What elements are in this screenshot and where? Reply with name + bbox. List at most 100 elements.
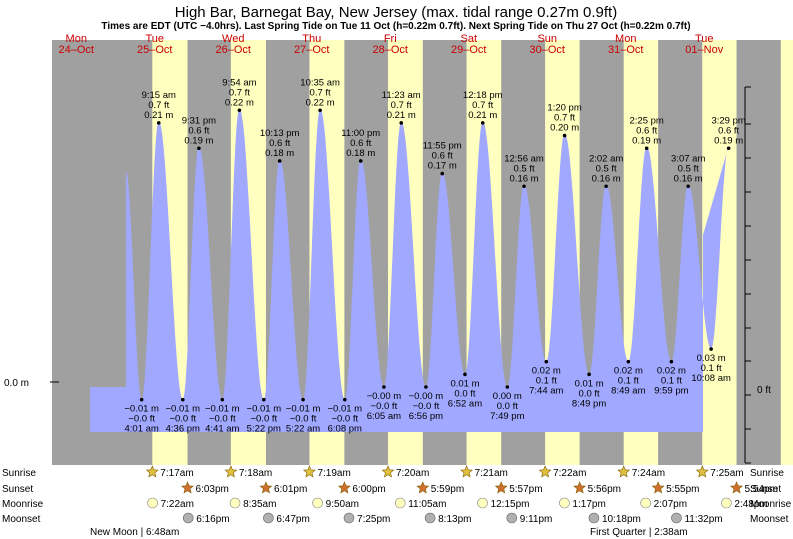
day-header-dow: Thu	[302, 33, 321, 45]
day-headers: Mon24–OctTue25–OctWed26–OctThu27–OctFri2…	[59, 33, 724, 56]
tide-time: 6:56 pm	[409, 411, 443, 422]
tide-point	[262, 397, 266, 402]
tide-point	[505, 385, 510, 389]
sunset-icon	[730, 481, 744, 494]
day-header-dow: Wed	[222, 33, 244, 45]
day-header-dow: Fri	[384, 33, 397, 45]
day-header-date: 28–Oct	[373, 44, 408, 56]
moonrise-time: 11:05am	[408, 499, 446, 510]
tide-m: 0.21 m	[144, 110, 173, 121]
tide-m: −0.01 m	[165, 404, 200, 415]
tide-ft: −0.0 ft	[290, 414, 317, 425]
tide-m: 0.17 m	[428, 161, 457, 172]
tide-point	[562, 133, 567, 138]
tide-ft: 0.0 ft	[579, 388, 600, 399]
tide-time: 8:49 pm	[572, 398, 606, 409]
tide-ft: 0.1 ft	[661, 376, 682, 387]
tide-ft: 0.6 ft	[718, 125, 739, 136]
moonrise-icon	[312, 497, 323, 509]
moonrise-icon	[640, 497, 651, 509]
tide-ft: −0.0 ft	[331, 414, 358, 425]
tide-ft: −0.0 ft	[169, 414, 196, 425]
day-header-dow: Tue	[145, 33, 164, 45]
tide-m: 0.22 m	[225, 97, 254, 108]
moonset-icon	[671, 512, 682, 524]
tide-point	[463, 372, 467, 377]
tide-m: 0.02 m	[614, 366, 643, 377]
sunrise-icon	[460, 465, 473, 478]
tide-ft: −0.0 ft	[250, 414, 277, 425]
day-header-dow: Sun	[537, 33, 557, 45]
sunrise-time: 7:22am	[553, 468, 586, 479]
tide-m: 0.02 m	[657, 366, 686, 377]
sunrise-icon	[145, 465, 159, 478]
sun-moon-table: Sunrise Sunrise Sunset Sunset Moonrise Moonri…	[2, 465, 792, 538]
tide-time: 3:29 pm	[711, 115, 745, 126]
tide-m: −0.00 m	[409, 391, 444, 402]
sunrise-time: 7:21am	[475, 468, 508, 479]
sunrise-time: 7:25am	[710, 468, 743, 479]
tide-point	[156, 121, 161, 125]
tide-time: 4:36 pm	[166, 424, 200, 435]
sunrise-time: 7:18am	[239, 468, 272, 479]
tide-ft: 0.6 ft	[432, 151, 453, 162]
row-label-left: Sunset	[2, 484, 33, 495]
tide-point	[669, 359, 674, 364]
tide-ft: −0.0 ft	[413, 401, 440, 412]
tide-point	[180, 397, 185, 402]
day-header-dow: Mon	[66, 33, 87, 45]
tide-m: −0.01 m	[205, 404, 240, 415]
sunset-time: 5:56pm	[588, 484, 621, 495]
tide-ft: 0.7 ft	[391, 100, 412, 111]
tide-area	[90, 108, 729, 433]
day-header-date: 27–Oct	[294, 44, 329, 56]
tide-m: 0.19 m	[184, 135, 213, 146]
moonrise-time: 2:48pm	[734, 499, 767, 510]
tide-ft: 0.5 ft	[596, 163, 617, 174]
tide-ft: 0.1 ft	[536, 376, 557, 387]
row-label-left: Moonrise	[2, 499, 44, 510]
sunset-time: 6:03pm	[196, 484, 229, 495]
moonset-time: 8:13pm	[438, 514, 471, 525]
moonrise-time: 12:15pm	[491, 499, 530, 510]
tide-ft: 0.7 ft	[148, 100, 169, 111]
tide-point	[399, 121, 404, 125]
row-label-right: Sunset	[750, 484, 781, 495]
tide-m: −0.01 m	[286, 404, 321, 415]
sunset-time: 5:55pm	[666, 484, 699, 495]
tide-m: −0.01 m	[124, 404, 159, 415]
row-label-left: Moonset	[2, 514, 41, 525]
moonrise-icon	[147, 497, 158, 509]
tide-point	[644, 146, 649, 151]
tide-m: 0.18 m	[265, 148, 294, 159]
chart-title: High Bar, Barnegat Bay, New Jersey (max.…	[175, 4, 617, 21]
sunset-icon	[494, 481, 508, 494]
sunrise-time: 7:24am	[632, 468, 665, 479]
sunset-time: 6:00pm	[352, 484, 385, 495]
tide-time: 10:13 pm	[260, 128, 300, 139]
moonset-icon	[263, 512, 274, 524]
moonrise-icon	[477, 497, 488, 509]
right-axis-label: 0 ft	[757, 385, 771, 396]
tide-time: 2:25 pm	[630, 115, 664, 126]
chart-subtitle: Times are EDT (UTC −4.0hrs). Last Spring…	[101, 21, 690, 32]
tide-ft: −0.0 ft	[128, 414, 155, 425]
moonrise-icon	[721, 497, 732, 509]
moonrise-time: 2:07pm	[654, 499, 687, 510]
tide-time: 6:08 pm	[328, 424, 362, 435]
tide-point	[626, 359, 631, 364]
tide-ft: 0.6 ft	[269, 138, 290, 149]
moonset-icon	[343, 512, 355, 524]
moonset-time: 11:32pm	[684, 514, 722, 525]
tide-m: 0.21 m	[387, 110, 416, 121]
sunrise-time: 7:19am	[317, 468, 350, 479]
tide-m: 0.16 m	[674, 173, 703, 184]
tide-point	[440, 171, 445, 176]
sunset-time: 5:57pm	[509, 484, 542, 495]
tide-ft: −0.0 ft	[209, 414, 236, 425]
tide-point	[301, 397, 305, 402]
moonrise-time: 7:22am	[161, 499, 194, 510]
moonrise-time: 8:35am	[243, 499, 276, 510]
tide-point	[424, 385, 428, 389]
